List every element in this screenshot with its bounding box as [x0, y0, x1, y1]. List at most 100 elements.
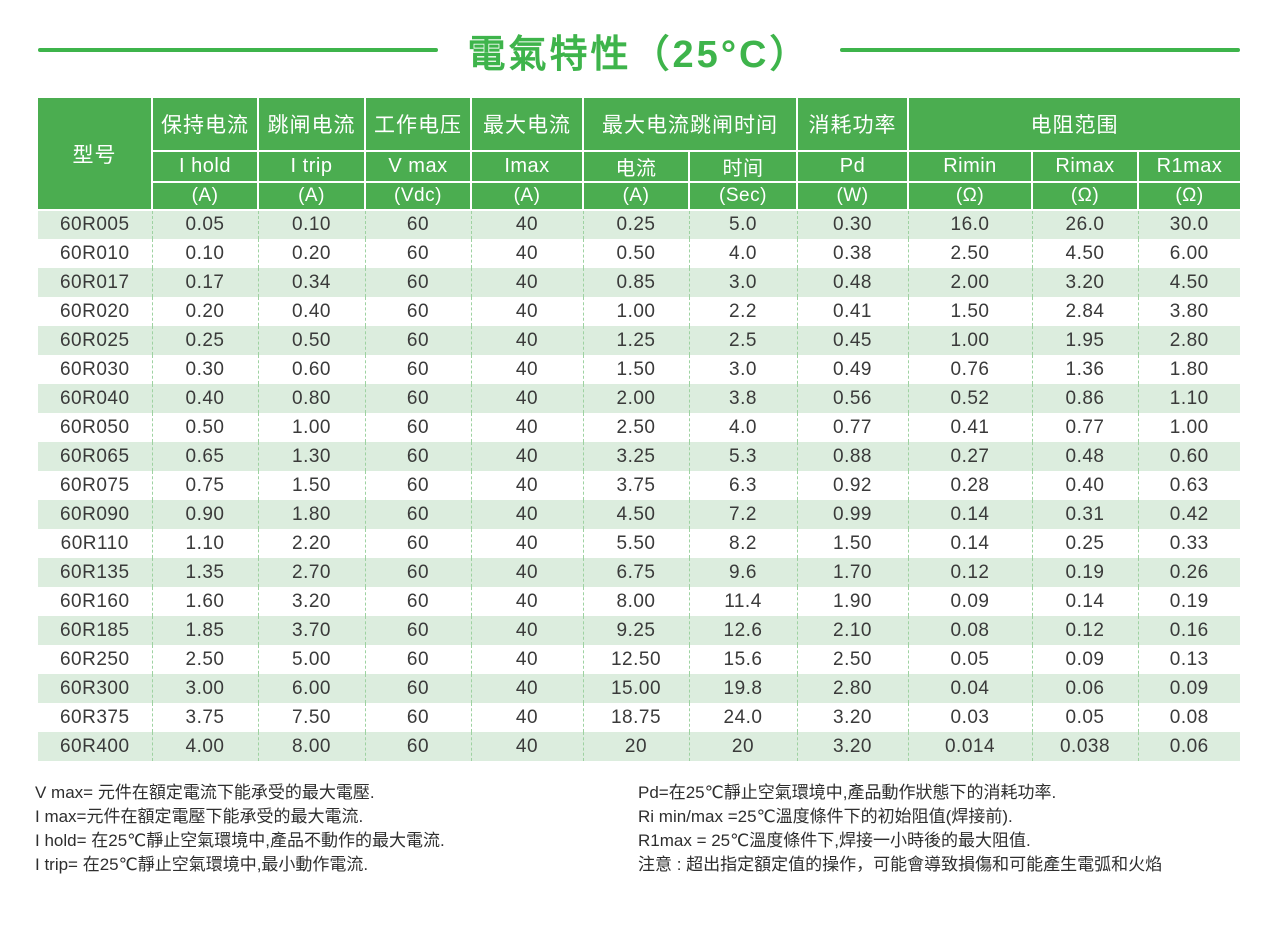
value-cell: 60: [365, 268, 472, 297]
value-cell: 0.12: [908, 558, 1033, 587]
value-cell: 60: [365, 326, 472, 355]
value-cell: 0.99: [797, 500, 909, 529]
col-header-hold-sym: I hold: [152, 150, 259, 183]
table-row: 60R020 0.20 0.40 60 40 1.00 2.2 0.41 1.50 2.84 3.8…: [38, 297, 1241, 326]
value-cell: 1.36: [1032, 355, 1139, 384]
value-cell: 40: [471, 326, 584, 355]
value-cell: 60: [365, 616, 472, 645]
value-cell: 1.85: [152, 616, 259, 645]
value-cell: 3.0: [689, 268, 798, 297]
value-cell: 3.20: [258, 587, 366, 616]
table-row: 60R090 0.90 1.80 60 40 4.50 7.2 0.99 0.14 0.31 0.4…: [38, 500, 1241, 529]
value-cell: 0.27: [908, 442, 1033, 471]
model-cell: 60R005: [38, 210, 153, 239]
table-row: 60R110 1.10 2.20 60 40 5.50 8.2 1.50 0.14 0.25 0.3…: [38, 529, 1241, 558]
col-group-trip-time: 最大电流跳闸时间: [582, 96, 798, 152]
value-cell: 2.00: [583, 384, 690, 413]
value-cell: 40: [471, 355, 584, 384]
value-cell: 2.50: [152, 645, 259, 674]
value-cell: 60: [365, 674, 472, 703]
col-header-r1max-sym: R1max: [1136, 150, 1241, 183]
value-cell: 40: [471, 587, 584, 616]
value-cell: 20: [583, 732, 690, 761]
value-cell: 60: [365, 297, 472, 326]
value-cell: 40: [471, 529, 584, 558]
model-cell: 60R400: [38, 732, 153, 761]
value-cell: 40: [471, 500, 584, 529]
note-pd: Pd=在25℃靜止空氣環境中,產品動作狀態下的消耗功率.: [638, 783, 1057, 802]
value-cell: 40: [471, 413, 584, 442]
page-title: 電氣特性（25°C）: [467, 33, 811, 76]
value-cell: 0.16: [1169, 619, 1209, 641]
value-cell: 0.05: [152, 210, 259, 239]
value-cell: 1.50: [583, 355, 690, 384]
value-cell: 0.38: [797, 239, 909, 268]
value-cell: 2.20: [258, 529, 366, 558]
table-row: 60R010 0.10 0.20 60 40 0.50 4.0 0.38 2.50 4.50 6.0…: [38, 239, 1241, 268]
value-cell: 1.10: [1169, 387, 1209, 409]
note-vmax: V max= 元件在額定電流下能承受的最大電壓.: [35, 783, 375, 802]
value-cell: 15.6: [689, 645, 798, 674]
value-cell: 2.84: [1032, 297, 1139, 326]
value-cell: 0.31: [1032, 500, 1139, 529]
value-cell: 3.00: [152, 674, 259, 703]
value-cell: 1.35: [152, 558, 259, 587]
value-cell: 2.50: [797, 645, 909, 674]
value-cell: 1.60: [152, 587, 259, 616]
col-header-model: 型号: [38, 96, 153, 211]
value-cell: 4.00: [152, 732, 259, 761]
col-header-trip-unit: (A): [257, 181, 366, 211]
value-cell: 19.8: [689, 674, 798, 703]
table-row: 60R025 0.25 0.50 60 40 1.25 2.5 0.45 1.00 1.95 2.8…: [38, 326, 1241, 355]
value-cell: 0.41: [797, 297, 909, 326]
value-cell: 0.08: [908, 616, 1033, 645]
value-cell: 0.65: [152, 442, 259, 471]
value-cell: 0.25: [583, 210, 690, 239]
value-cell: 0.08: [1169, 706, 1209, 728]
value-cell: 0.60: [258, 355, 366, 384]
value-cell: 7.2: [689, 500, 798, 529]
col-header-power-unit: (W): [796, 181, 909, 211]
value-cell: 6.00: [258, 674, 366, 703]
electrical-characteristics-table: 型号 保持电流 跳闸电流 工作电压 最大电流 最大电流跳闸时间 消耗功率 电阻范…: [38, 96, 1241, 761]
value-cell: 4.0: [689, 413, 798, 442]
value-cell: 0.14: [1032, 587, 1139, 616]
col-header-triptime-cn: 时间: [688, 150, 798, 183]
value-cell: 4.50: [1032, 239, 1139, 268]
model-cell: 60R160: [38, 587, 153, 616]
value-cell: 0.48: [797, 268, 909, 297]
value-cell: 15.00: [583, 674, 690, 703]
value-cell: 0.75: [152, 471, 259, 500]
value-cell: 0.20: [152, 297, 259, 326]
value-cell: 20: [689, 732, 798, 761]
note-rimin-max: Ri min/max =25℃溫度條件下的初始阻值(焊接前).: [638, 807, 1013, 826]
value-cell: 60: [365, 442, 472, 471]
value-cell: 2.00: [908, 268, 1033, 297]
value-cell: 1.95: [1032, 326, 1139, 355]
table-row: 60R375 3.75 7.50 60 40 18.75 24.0 3.20 0.03 0.05 0…: [38, 703, 1241, 732]
table-row: 60R400 4.00 8.00 60 40 20 20 3.20 0.014 0.038 0.06: [38, 732, 1241, 761]
value-cell: 0.09: [1032, 645, 1139, 674]
value-cell: 40: [471, 268, 584, 297]
value-cell: 2.2: [689, 297, 798, 326]
col-header-triptime-unit: (Sec): [688, 181, 798, 211]
value-cell: 0.19: [1032, 558, 1139, 587]
model-cell: 60R375: [38, 703, 153, 732]
value-cell: 60: [365, 558, 472, 587]
value-cell: 0.05: [1032, 703, 1139, 732]
value-cell: 1.70: [797, 558, 909, 587]
value-cell: 60: [365, 703, 472, 732]
value-cell: 0.014: [908, 732, 1033, 761]
model-cell: 60R017: [38, 268, 153, 297]
value-cell: 0.26: [1169, 561, 1209, 583]
value-cell: 3.75: [583, 471, 690, 500]
value-cell: 3.25: [583, 442, 690, 471]
value-cell: 0.48: [1032, 442, 1139, 471]
value-cell: 0.28: [908, 471, 1033, 500]
value-cell: 40: [471, 558, 584, 587]
value-cell: 4.50: [583, 500, 690, 529]
model-cell: 60R135: [38, 558, 153, 587]
table-row: 60R050 0.50 1.00 60 40 2.50 4.0 0.77 0.41 0.77 1.0…: [38, 413, 1241, 442]
col-header-rimax-unit: (Ω): [1031, 181, 1139, 211]
value-cell: 0.52: [908, 384, 1033, 413]
